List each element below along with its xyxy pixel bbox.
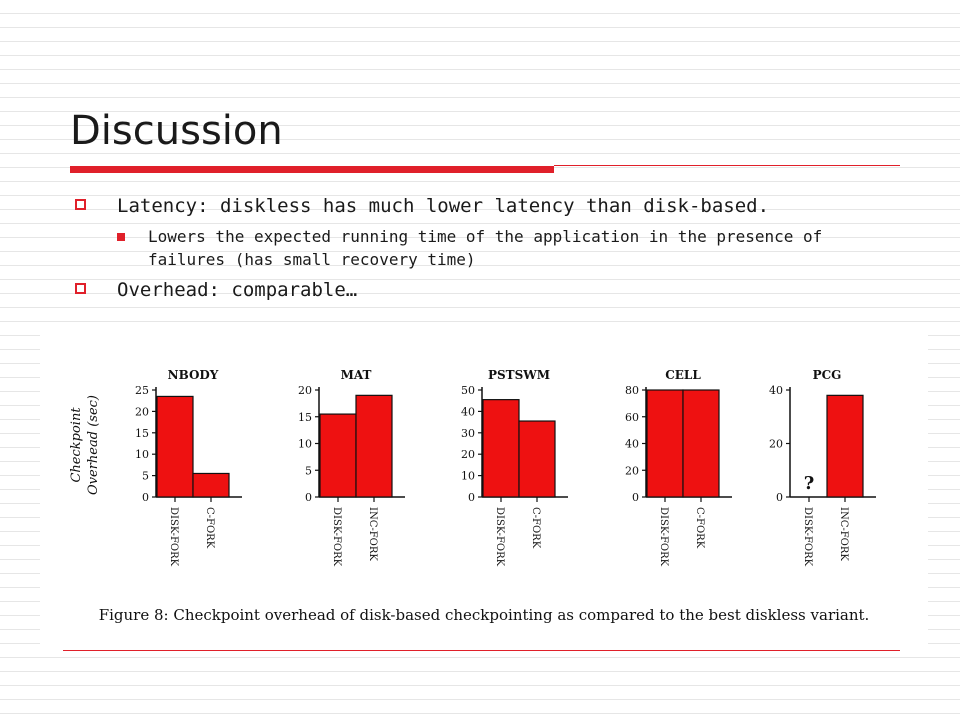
y-tick-label: 60	[625, 411, 639, 424]
y-axis-label-line-1: Checkpoint	[69, 407, 84, 483]
bar	[646, 389, 684, 498]
filled-square-bullet-icon	[117, 233, 125, 241]
y-tick-label: 40	[461, 405, 475, 418]
y-tick-label: 0	[776, 491, 783, 504]
y-tick-label: 25	[135, 384, 149, 397]
bullet-text: Lowers the expected running time of the …	[148, 227, 823, 269]
footer-rule	[63, 650, 900, 651]
x-category-label: C-FORK	[530, 507, 541, 549]
x-category-label: INC-FORK	[838, 507, 849, 561]
bullet-list: Latency: diskless has much lower latency…	[75, 193, 915, 309]
bullet-overhead: Overhead: comparable…	[75, 277, 915, 303]
panel-title: MAT	[341, 368, 372, 382]
panel-cell: CELL 0 20 40 60 80 DISK-FORK C-FORK	[625, 368, 732, 567]
y-tick-label: 80	[625, 384, 639, 397]
slide-title: Discussion	[70, 108, 283, 154]
y-tick-label: 10	[135, 448, 149, 461]
y-tick-label: 20	[625, 464, 639, 477]
panel-title: NBODY	[168, 368, 219, 382]
panel-title: CELL	[665, 368, 701, 382]
y-tick-label: 20	[769, 438, 783, 451]
y-tick-label: 50	[461, 384, 475, 397]
bar	[156, 395, 194, 498]
bar	[355, 394, 393, 498]
panel-pcg: PCG 0 20 40 DISK-FORK INC-FORK?	[769, 368, 876, 567]
y-tick-label: 5	[305, 464, 312, 477]
y-tick-label: 15	[135, 427, 149, 440]
y-tick-label: 20	[298, 384, 312, 397]
y-tick-label: 20	[135, 405, 149, 418]
x-category-label: DISK-FORK	[168, 507, 179, 567]
bullet-latency: Latency: diskless has much lower latency…	[75, 193, 915, 219]
x-category-label: C-FORK	[204, 507, 215, 549]
figure-caption: Figure 8: Checkpoint overhead of disk-ba…	[99, 606, 870, 624]
y-tick-label: 0	[632, 491, 639, 504]
x-category-label: DISK-FORK	[802, 507, 813, 567]
chart-panels: NBODY 0 5 10 15 20 25 DISK-FORK C-FORK MAT 0 5 10 15 2…	[135, 368, 876, 567]
y-tick-label: 0	[305, 491, 312, 504]
y-tick-label: 30	[461, 427, 475, 440]
panel-title: PSTSWM	[488, 368, 550, 382]
panel-title: PCG	[813, 368, 842, 382]
bar	[192, 472, 230, 498]
x-category-label: DISK-FORK	[331, 507, 342, 567]
y-tick-label: 15	[298, 411, 312, 424]
y-tick-label: 40	[625, 438, 639, 451]
bullet-text: Latency: diskless has much lower latency…	[117, 195, 770, 217]
y-tick-label: 5	[142, 470, 149, 483]
bar	[518, 420, 556, 498]
figure: Checkpoint Overhead (sec) NBODY 0 5 10 15 20 2…	[40, 335, 928, 645]
title-underline-thick	[70, 166, 554, 173]
x-category-label: DISK-FORK	[494, 507, 505, 567]
title-underline-thin	[554, 165, 900, 166]
bar	[826, 394, 864, 498]
y-tick-label: 0	[468, 491, 475, 504]
panel-mat: MAT 0 5 10 15 20 DISK-FORK INC-FORK	[298, 368, 405, 567]
y-tick-label: 40	[769, 384, 783, 397]
panel-pstswm: PSTSWM 0 10 20 30 40 50 DISK-FORK C-FORK	[461, 368, 568, 567]
y-tick-label: 0	[142, 491, 149, 504]
y-tick-label: 20	[461, 448, 475, 461]
hollow-square-bullet-icon	[75, 283, 86, 294]
x-category-label: INC-FORK	[367, 507, 378, 561]
checkpoint-overhead-chart: Checkpoint Overhead (sec) NBODY 0 5 10 15 20 2…	[69, 368, 876, 624]
missing-value-annotation: ?	[804, 473, 815, 494]
y-tick-label: 10	[298, 438, 312, 451]
x-category-label: C-FORK	[694, 507, 705, 549]
y-axis-label: Checkpoint Overhead (sec)	[69, 395, 101, 495]
sub-bullet-recovery: Lowers the expected running time of the …	[117, 225, 828, 271]
bar	[682, 389, 720, 498]
bar	[319, 413, 357, 498]
bar	[482, 399, 520, 498]
panel-nbody: NBODY 0 5 10 15 20 25 DISK-FORK C-FORK	[135, 368, 242, 567]
y-axis-label-line-2: Overhead (sec)	[86, 395, 101, 495]
y-tick-label: 10	[461, 470, 475, 483]
hollow-square-bullet-icon	[75, 199, 86, 210]
x-category-label: DISK-FORK	[658, 507, 669, 567]
bullet-text: Overhead: comparable…	[117, 279, 358, 301]
